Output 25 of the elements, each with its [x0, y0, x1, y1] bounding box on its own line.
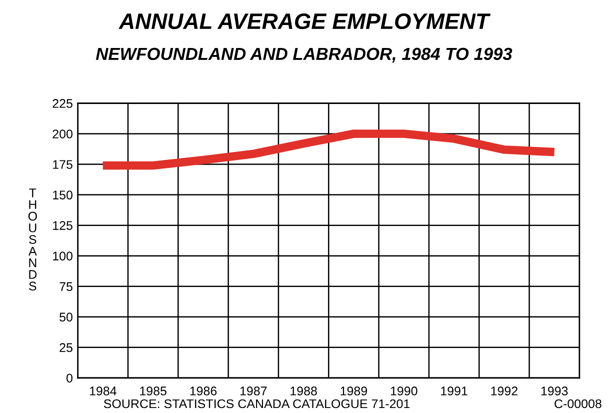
y-tick-label: 0	[66, 374, 72, 383]
y-tick-label: 200	[52, 130, 72, 138]
x-tick-label: 1989	[340, 386, 368, 396]
y-tick-label: 225	[52, 99, 72, 108]
chart-subtitle: NEWFOUNDLAND AND LABRADOR, 1984 TO 1993	[96, 48, 512, 63]
y-tick-label: 175	[53, 160, 72, 169]
y-tick-label: 125	[53, 221, 72, 230]
x-tick-label: 1993	[541, 386, 568, 396]
y-tick-label: 150	[53, 190, 72, 200]
y-tick-label: 75	[60, 282, 72, 291]
y-tick-label: 25	[60, 343, 72, 352]
text: C-00008	[554, 399, 602, 408]
chart-title: ANNUAL AVERAGE EMPLOYMENT	[118, 13, 491, 30]
text: THOUSANDS	[28, 188, 37, 291]
x-tick-label: 1988	[290, 386, 317, 396]
x-tick-label: 1984	[90, 386, 116, 396]
x-tick-label: 1985	[140, 386, 166, 396]
x-tick-label: 1990	[390, 386, 418, 396]
x-tick-label: 1987	[240, 386, 267, 396]
x-tick-label: 1991	[441, 386, 468, 396]
x-tick-label: 1992	[491, 386, 518, 396]
source-note: SOURCE: STATISTICS CANADA CATALOGUE 71-201	[104, 399, 410, 408]
y-tick-label: 100	[53, 252, 72, 260]
y-tick-label: 50	[60, 312, 72, 322]
x-tick-label: 1986	[190, 386, 217, 396]
